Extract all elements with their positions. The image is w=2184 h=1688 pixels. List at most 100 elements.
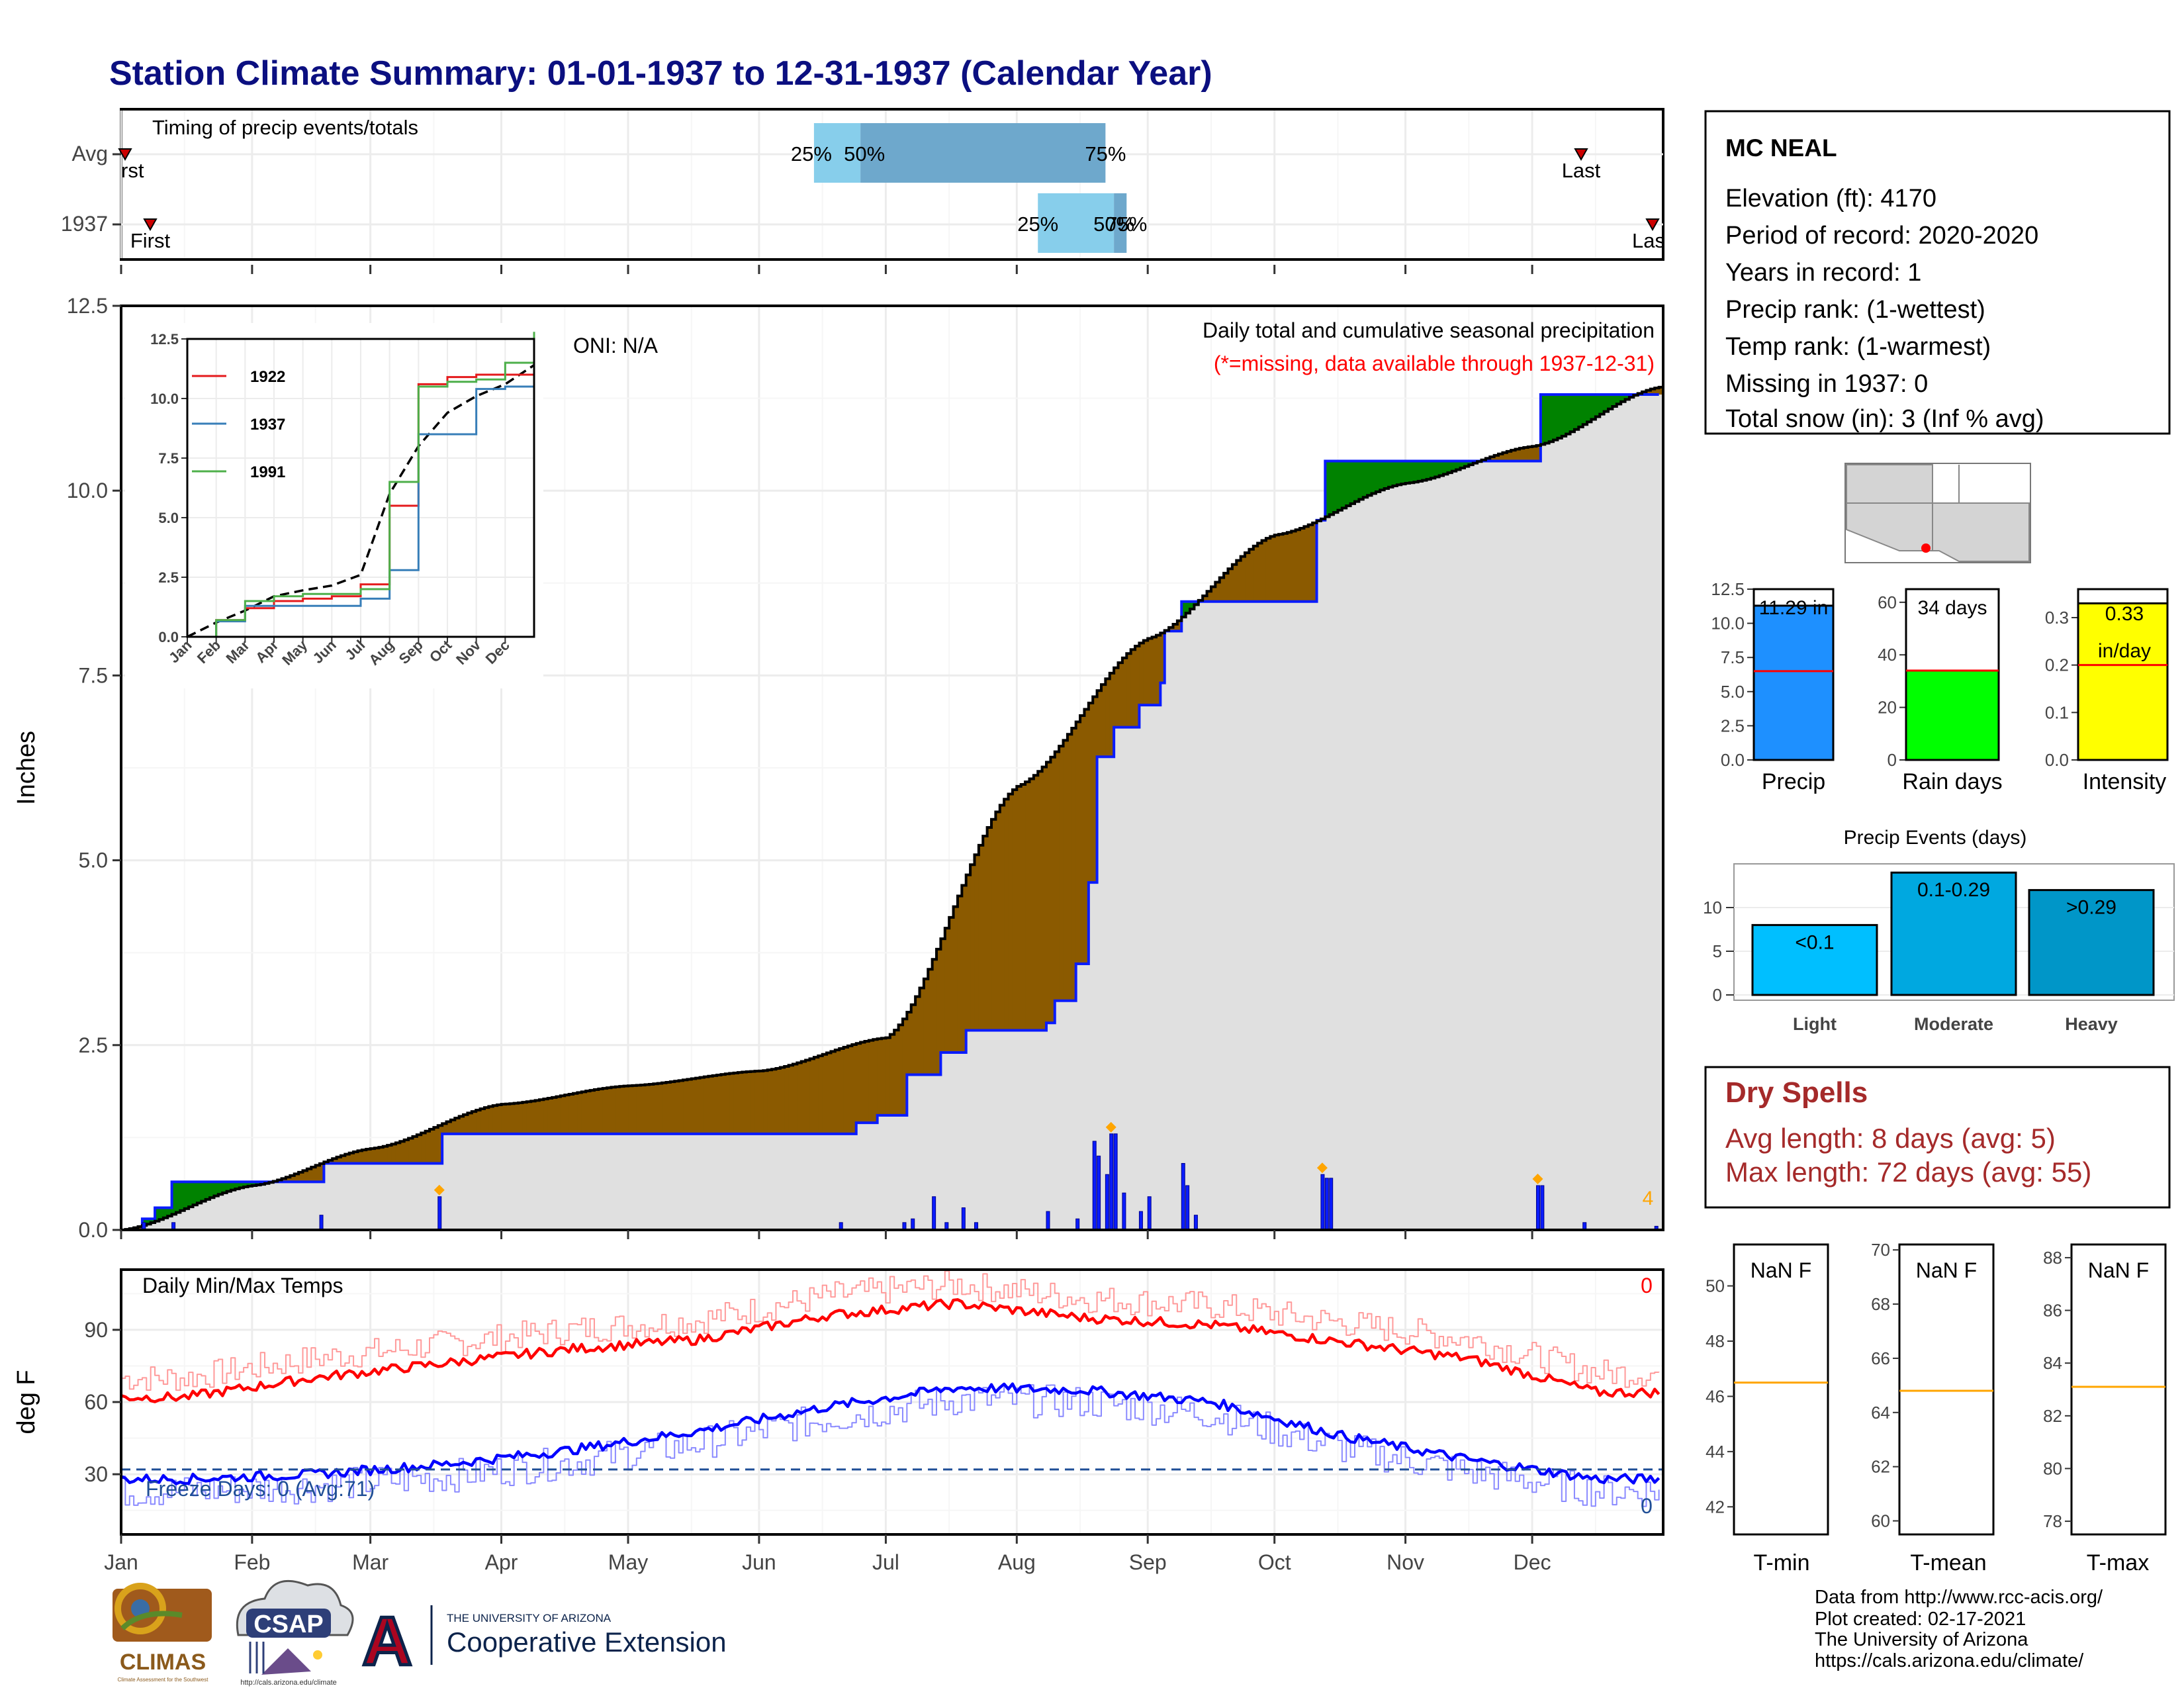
deficit-area — [1025, 782, 1030, 1031]
deficit-area — [1008, 794, 1013, 1031]
cumulative-area — [940, 1052, 946, 1230]
deficit-area — [877, 1039, 882, 1115]
cumulative-area — [1295, 601, 1300, 1230]
surplus-area — [1401, 461, 1406, 485]
cumulative-area — [763, 1133, 768, 1230]
cumulative-area — [691, 1133, 696, 1230]
deficit-area — [944, 928, 950, 1053]
surplus-area — [1380, 461, 1385, 491]
deficit-area — [1494, 455, 1499, 461]
surplus-area — [189, 1182, 194, 1207]
cumulative-area — [273, 1182, 278, 1230]
cumulative-area — [1300, 601, 1304, 1230]
cumulative-area — [1655, 395, 1660, 1230]
deficit-area — [1249, 549, 1254, 602]
daily-precip-bar — [1193, 1215, 1198, 1231]
cumulative-area — [725, 1133, 730, 1230]
cumulative-area — [936, 1074, 942, 1230]
deficit-area — [1655, 388, 1660, 395]
cumulative-area — [421, 1163, 426, 1230]
cumulative-area — [598, 1133, 604, 1230]
timing-row-year: 1937 — [61, 212, 108, 236]
cumulative-area — [416, 1163, 422, 1230]
cumulative-area — [813, 1133, 819, 1230]
surplus-area — [1629, 395, 1634, 398]
cumulative-area — [1426, 479, 1432, 1230]
temp-box-ytick-label: 66 — [1871, 1348, 1890, 1368]
deficit-area — [1261, 540, 1267, 602]
cumulative-area — [657, 1133, 662, 1230]
temp-box-ytick-label: 78 — [2043, 1511, 2062, 1531]
cumulative-area — [514, 1133, 519, 1230]
deficit-area — [983, 836, 988, 1031]
cumulative-area — [1524, 461, 1529, 1230]
mini-bar-charts: 0.0 2.5 5.0 7.5 10.0 12.5 Precip 0 20 40 60 Rain da… — [1711, 579, 2169, 794]
cumulative-area — [928, 1074, 933, 1230]
cumulative-area — [953, 1052, 958, 1230]
surplus-area — [1334, 461, 1339, 513]
cumulative-area — [459, 1133, 464, 1230]
inset-ytick-label: 2.5 — [158, 569, 179, 586]
daily-precip-bar — [1105, 1174, 1109, 1231]
surplus-area — [1418, 461, 1423, 482]
cumulative-area — [776, 1133, 781, 1230]
cumulative-area — [400, 1163, 405, 1230]
precip-ytick-label: 2.5 — [79, 1033, 108, 1057]
cumulative-area — [970, 1030, 976, 1230]
temp-box-ytick-label: 50 — [1706, 1276, 1725, 1296]
ua-logo: A THE UNIVERSITY OF ARIZONA Cooperative … — [361, 1602, 727, 1682]
cumulative-area — [1164, 631, 1169, 1230]
deficit-area — [1240, 556, 1246, 602]
cumulative-area — [1418, 481, 1423, 1231]
deficit-area — [641, 1085, 646, 1134]
csap-text: CSAP — [253, 1611, 324, 1638]
deficit-area — [375, 1148, 379, 1164]
mini-ytick-label: 20 — [1878, 698, 1897, 718]
events-ytick-label: 10 — [1703, 898, 1722, 917]
deficit-area — [1075, 722, 1081, 964]
deficit-area — [1148, 638, 1153, 706]
surplus-area — [1591, 395, 1596, 420]
deficit-area — [383, 1146, 388, 1164]
deficit-area — [932, 959, 937, 1075]
cumulative-area — [1033, 1030, 1038, 1230]
deficit-area — [792, 1064, 797, 1134]
deficit-area — [949, 917, 954, 1053]
cumulative-area — [1396, 485, 1402, 1230]
deficit-area — [772, 1069, 777, 1134]
cumulative-area — [340, 1163, 345, 1230]
cumulative-area — [1363, 497, 1368, 1231]
cumulative-area — [835, 1133, 840, 1230]
surplus-area — [251, 1182, 257, 1186]
extreme-marker — [1532, 1173, 1543, 1184]
deficit-area — [666, 1082, 671, 1134]
cumulative-area — [260, 1184, 265, 1230]
event-bar-text: 0.1-0.29 — [1917, 879, 1990, 901]
mini-ytick-label: 7.5 — [1721, 647, 1745, 667]
deficit-area — [522, 1102, 527, 1134]
cumulative-area — [1536, 461, 1541, 1230]
cumulative-area — [1261, 601, 1267, 1230]
cumulative-area — [1008, 1030, 1013, 1230]
cumulative-area — [641, 1133, 646, 1230]
cumulative-area — [210, 1197, 215, 1230]
daily-precip-bar — [319, 1215, 324, 1231]
cumulative-area — [222, 1192, 228, 1230]
cumulative-area — [539, 1133, 544, 1230]
deficit-area — [1245, 552, 1250, 602]
mini-ytick-label: 0.0 — [2045, 750, 2069, 770]
daily-precip-bar — [1540, 1185, 1545, 1231]
cumulative-area — [214, 1196, 219, 1230]
deficit-area — [518, 1102, 523, 1134]
deficit-area — [1080, 716, 1085, 964]
deficit-area — [889, 1034, 895, 1115]
surplus-area — [1426, 461, 1432, 480]
surplus-area — [1363, 461, 1368, 498]
deficit-area — [433, 1127, 439, 1164]
deficit-area — [1642, 391, 1647, 395]
cumulative-area — [1029, 1030, 1034, 1230]
deficit-area — [1160, 633, 1165, 683]
deficit-area — [361, 1150, 367, 1164]
event-category-label: Moderate — [1914, 1014, 1993, 1034]
deficit-area — [712, 1075, 717, 1134]
